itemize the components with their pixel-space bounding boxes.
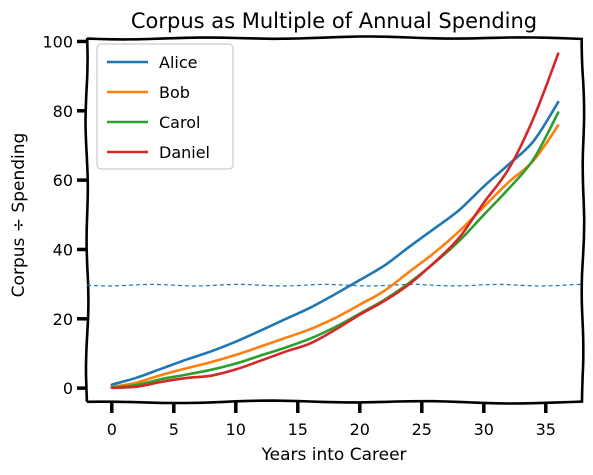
series-line-alice [110, 100, 560, 386]
y-tick-label: 40 [53, 240, 73, 259]
y-tick-label: 20 [53, 310, 73, 329]
x-tick-label: 10 [226, 420, 246, 439]
legend-box [96, 43, 234, 170]
chart-title: Corpus as Multiple of Annual Spending [131, 9, 537, 33]
y-tick-label: 80 [53, 102, 73, 121]
x-tick-label: 0 [107, 420, 117, 439]
y-tick-label: 100 [42, 32, 73, 51]
legend-label: Bob [159, 83, 190, 102]
legend-label: Alice [159, 53, 197, 72]
series-line-carol [110, 111, 560, 389]
reference-line [86, 283, 584, 287]
x-tick-label: 15 [288, 420, 308, 439]
plot-frame [84, 35, 586, 405]
legend-label: Carol [159, 113, 200, 132]
y-tick-label: 60 [53, 171, 73, 190]
x-tick-label: 25 [412, 420, 432, 439]
y-tick-label: 0 [63, 379, 73, 398]
series-line-bob [110, 124, 560, 389]
legend-label: Daniel [159, 143, 210, 162]
x-tick-label: 20 [350, 420, 370, 439]
x-tick-label: 35 [536, 420, 556, 439]
y-axis-label: Corpus ÷ Spending [9, 133, 29, 298]
x-tick-label: 5 [169, 420, 179, 439]
x-axis-label: Years into Career [260, 445, 406, 465]
x-tick-label: 30 [474, 420, 494, 439]
series-line-daniel [110, 52, 560, 390]
